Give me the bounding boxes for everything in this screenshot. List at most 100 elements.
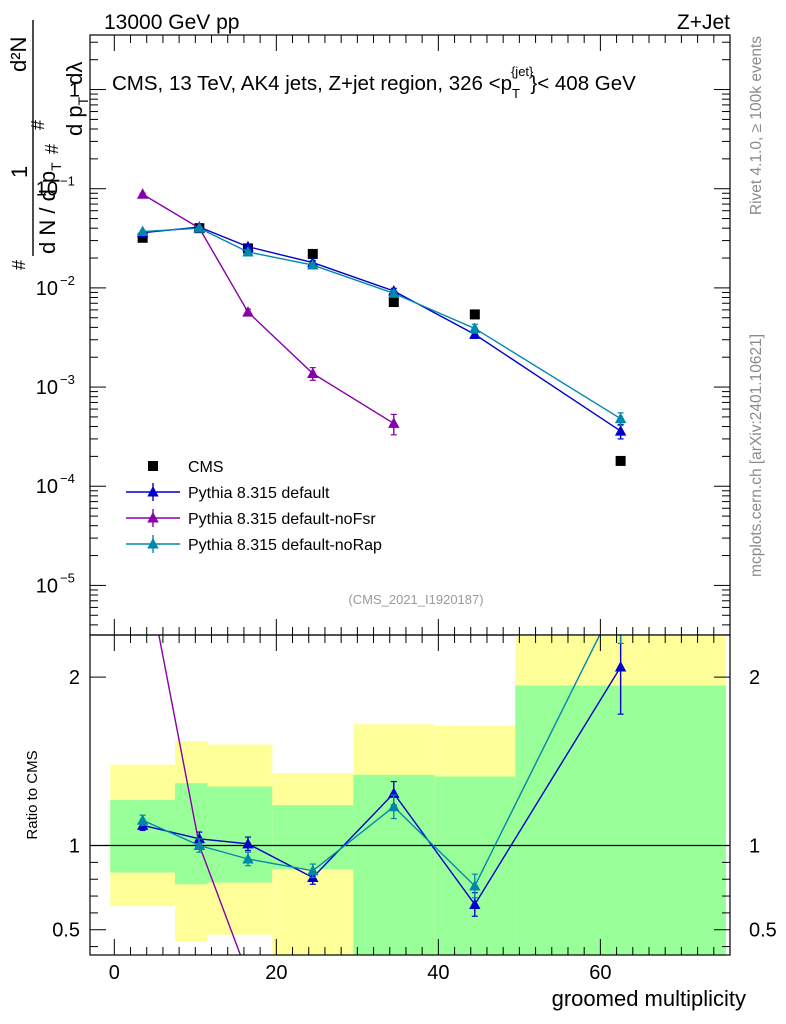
y-tick-label: 10 bbox=[36, 575, 58, 597]
y-tick-exponent: −1 bbox=[60, 174, 75, 189]
x-tick-label: 60 bbox=[589, 962, 611, 984]
ratio-point-pythia-8-315-default bbox=[469, 898, 481, 909]
legend-label-pythia-8-315-default-nofsr: Pythia 8.315 default-noFsr bbox=[188, 511, 376, 528]
ratio-y-tick-label-right: 2 bbox=[749, 667, 760, 689]
header-left-label: 13000 GeV pp bbox=[104, 11, 239, 34]
ratio-point-pythia-8-315-default-norap bbox=[242, 853, 254, 864]
ylabel-T2-sub: T bbox=[75, 96, 91, 105]
ylabel-hash-3: # bbox=[28, 120, 48, 130]
y-tick-exponent: −2 bbox=[60, 273, 75, 288]
ratio-point-pythia-8-315-default bbox=[242, 837, 254, 849]
ratio-point-pythia-8-315-default-norap bbox=[307, 864, 319, 876]
main-frame bbox=[89, 34, 731, 636]
main-xaxis-ticks bbox=[113, 35, 715, 635]
data-point-cms bbox=[469, 309, 480, 320]
ylabel-dpT-dl: d pTdλ bbox=[62, 62, 91, 136]
ratio-panel: 0.5 0.5 1 1 2 2 0 20 40 60 bbox=[52, 587, 777, 984]
x-tick-label: 40 bbox=[427, 962, 449, 984]
legend-marker-pythia-8-315-default-nofsr bbox=[147, 512, 159, 523]
ratio-yaxis-ticks: 0.5 0.5 1 1 2 2 bbox=[52, 667, 777, 948]
ratio-y-tick-label-right: 1 bbox=[749, 836, 760, 858]
ratio-point-pythia-8-315-default-norap bbox=[469, 879, 481, 891]
data-point-pythia-8-315-default-nofsr bbox=[388, 417, 400, 428]
y-tick-label: 10 bbox=[36, 377, 58, 399]
y-tick-exponent: −4 bbox=[60, 471, 75, 486]
ratio-y-tick-label: 1 bbox=[69, 836, 80, 858]
data-point-cms bbox=[615, 455, 626, 466]
data-point-pythia-8-315-default-norap bbox=[193, 222, 206, 233]
y-tick-exponent: −5 bbox=[60, 570, 75, 585]
data-point-pythia-8-315-default bbox=[614, 425, 627, 436]
uncertainty-band-green bbox=[272, 805, 354, 870]
data-point-pythia-8-315-default-norap bbox=[136, 225, 149, 237]
main-title-prefix: CMS, 13 TeV, AK4 jets, Z+jet region, 326… bbox=[112, 72, 512, 95]
ratio-xaxis-ticks: 0 20 40 60 bbox=[109, 635, 715, 984]
legend-marker-pythia-8-315-default bbox=[147, 486, 159, 497]
main-marks bbox=[136, 188, 627, 466]
legend-label-pythia-8-315-default-norap: Pythia 8.315 default-noRap bbox=[188, 537, 382, 554]
ylabel-dN-dpT: d N / d pT bbox=[35, 162, 64, 254]
ylabel-d2N: d²N bbox=[6, 37, 31, 72]
data-point-pythia-8-315-default-nofsr bbox=[307, 367, 319, 379]
ylabel-one: 1 bbox=[7, 166, 32, 178]
data-point-pythia-8-315-default-nofsr bbox=[136, 188, 149, 199]
ylabel-hash-2: # bbox=[42, 144, 62, 154]
ratio-y-tick-label: 0.5 bbox=[52, 920, 80, 942]
main-ylabel: # 1 d N / d pT # d²N # d pTdλ bbox=[6, 20, 91, 270]
main-title-suffix: }< 408 GeV bbox=[530, 72, 636, 95]
y-tick-label: 1 bbox=[69, 80, 80, 102]
x-tick-label: 20 bbox=[265, 962, 287, 984]
ratio-point-pythia-8-315-default-norap bbox=[136, 814, 149, 825]
main-panel: 110−110−210−310−410−5 CMS, 13 TeV, AK4 j… bbox=[36, 34, 731, 636]
x-tick-label: 0 bbox=[109, 962, 120, 984]
data-point-pythia-8-315-default-norap bbox=[388, 287, 400, 298]
legend: CMS Pythia 8.315 default Pythia 8.315 defa… bbox=[126, 459, 382, 554]
ratio-point-pythia-8-315-default bbox=[614, 661, 627, 672]
data-point-pythia-8-315-default-norap bbox=[242, 246, 254, 257]
ratio-point-pythia-8-315-default-norap bbox=[615, 587, 626, 598]
uncertainty-band-green bbox=[434, 776, 516, 955]
data-point-pythia-8-315-default-norap bbox=[469, 322, 481, 333]
ratio-point-pythia-8-315-default bbox=[193, 832, 206, 844]
legend-marker-pythia-8-315-default-norap bbox=[147, 538, 159, 549]
data-point-pythia-8-315-default-norap bbox=[614, 412, 627, 424]
uncertainty-band-green bbox=[110, 800, 176, 873]
analysis-label: (CMS_2021_I1920187) bbox=[348, 592, 483, 607]
header-right-label: Z+Jet bbox=[677, 11, 730, 34]
ylabel-dlambda: dλ bbox=[62, 62, 87, 85]
ratio-y-tick-label: 2 bbox=[69, 667, 80, 689]
main-yaxis-ticks: 110−110−210−310−410−5 bbox=[36, 41, 730, 626]
ratio-point-pythia-8-315-default-norap bbox=[388, 800, 400, 812]
legend-label-pythia-8-315-default: Pythia 8.315 default bbox=[188, 485, 330, 502]
ratio-marks bbox=[90, 587, 730, 955]
uncertainty-band-green bbox=[207, 786, 273, 883]
ylabel-hash-1: # bbox=[9, 260, 29, 270]
ratio-ylabel: Ratio to CMS bbox=[24, 750, 41, 839]
ratio-y-tick-label-right: 0.5 bbox=[749, 920, 777, 942]
data-point-cms bbox=[388, 297, 399, 308]
data-point-pythia-8-315-default-norap bbox=[307, 259, 319, 270]
main-title: CMS, 13 TeV, AK4 jets, Z+jet region, 326… bbox=[112, 64, 636, 101]
main-title-sup: {jet} bbox=[511, 64, 534, 79]
series-line-pythia-8-315-default bbox=[142, 226, 622, 432]
ylabel-dp-text: d p bbox=[62, 105, 87, 136]
data-point-pythia-8-315-default bbox=[242, 240, 254, 252]
y-tick-exponent: −3 bbox=[60, 372, 75, 387]
mcplots-label: mcplots.cern.ch [arXiv:2401.10621] bbox=[748, 334, 765, 577]
uncertainty-band-green bbox=[515, 685, 726, 955]
ylabel-dN-text: d N / d p bbox=[35, 171, 60, 254]
series-line-pythia-8-315-default-norap bbox=[142, 227, 622, 420]
data-point-cms bbox=[307, 248, 318, 259]
y-tick-label: 10 bbox=[36, 179, 58, 201]
ratio-frame bbox=[89, 634, 731, 956]
y-tick-label: 10 bbox=[36, 278, 58, 300]
ratio-point-pythia-8-315-default-norap bbox=[193, 839, 206, 851]
rivet-version-label: Rivet 4.1.0, ≥ 100k events bbox=[748, 36, 765, 215]
data-point-pythia-8-315-default-nofsr bbox=[242, 306, 254, 317]
main-title-sub: T bbox=[512, 86, 520, 101]
data-point-cms bbox=[137, 232, 148, 243]
xaxis-label: groomed multiplicity bbox=[552, 986, 746, 1011]
legend-label-cms: CMS bbox=[188, 459, 224, 476]
y-tick-label: 10 bbox=[36, 476, 58, 498]
